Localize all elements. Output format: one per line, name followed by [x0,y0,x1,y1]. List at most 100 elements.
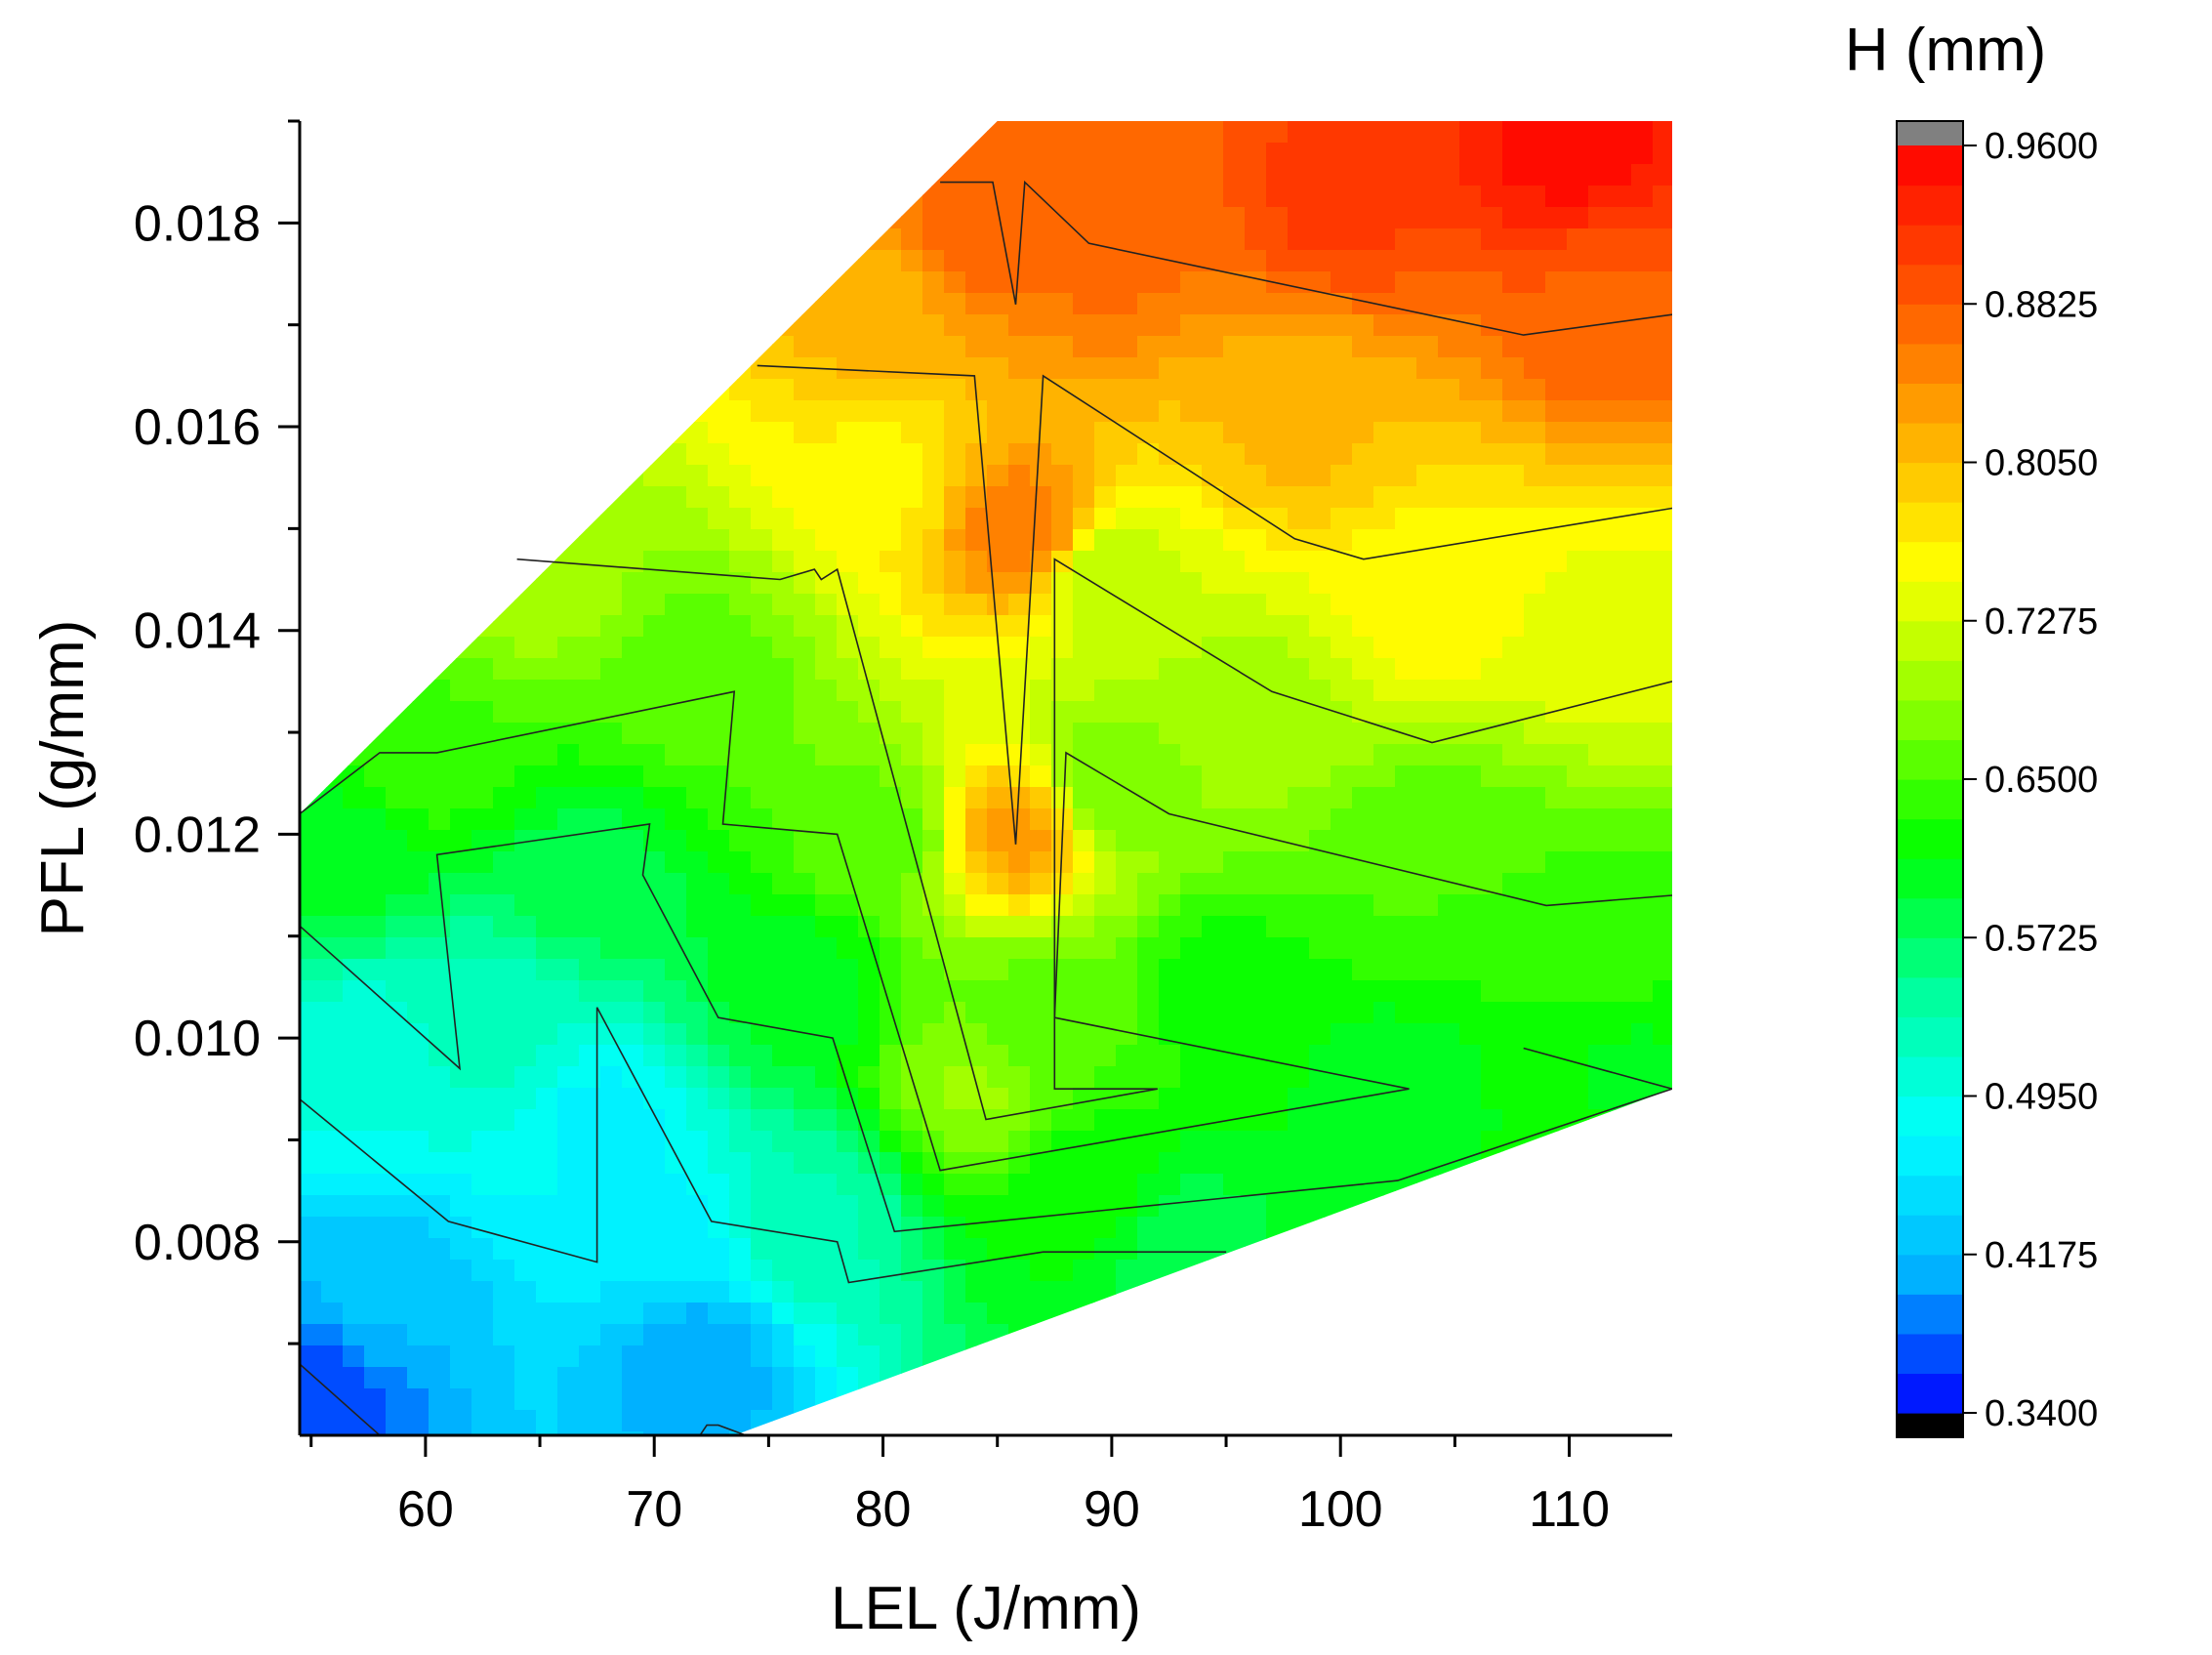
heatmap-cell [1373,830,1396,852]
heatmap-cell [579,873,601,895]
heatmap-cell [751,1324,773,1346]
heatmap-cell [922,594,945,616]
heatmap-cell [1438,916,1460,938]
heatmap-cell [579,680,601,702]
heatmap-cell [1094,594,1117,616]
heatmap-cell [901,787,923,809]
heatmap-cell [600,572,623,595]
heatmap-cell [922,422,945,444]
heatmap-cell [965,400,988,423]
heatmap-cell [1309,400,1331,423]
heatmap-cell [729,1152,752,1175]
heatmap-cell [1416,508,1439,530]
heatmap-cell [1245,465,1267,487]
heatmap-cell [815,873,838,895]
heatmap-cell [729,379,752,401]
heatmap-cell [321,916,344,938]
heatmap-cell [1309,1152,1331,1175]
heatmap-cell [600,637,623,659]
heatmap-cell [858,1131,881,1153]
heatmap-cell [579,1367,601,1389]
heatmap-cell [1588,443,1611,466]
heatmap-cell [1030,379,1052,401]
heatmap-cell [686,422,709,444]
heatmap-cell [1331,143,1353,165]
heatmap-cell [1202,937,1224,960]
heatmap-cell [1481,959,1503,981]
heatmap-cell [300,980,322,1003]
heatmap-cell [1373,186,1396,208]
heatmap-cell [1459,980,1482,1003]
heatmap-cell [901,1217,923,1239]
heatmap-cell [600,594,623,616]
heatmap-cell [1180,186,1203,208]
heatmap-cell [922,680,945,702]
heatmap-cell [514,1109,537,1132]
heatmap-cell [429,1195,451,1218]
heatmap-cell [1653,916,1672,938]
heatmap-cell [837,1195,859,1218]
heatmap-cell [1030,658,1052,681]
heatmap-cell [1653,228,1672,251]
heatmap-cell [1245,186,1267,208]
heatmap-cell [1416,1045,1439,1067]
heatmap-cell [794,658,816,681]
heatmap-cell [622,1174,644,1196]
heatmap-cell [858,1066,881,1089]
heatmap-cell [1524,658,1546,681]
heatmap-cell [1352,701,1374,724]
heatmap-cell [837,1131,859,1153]
heatmap-cell [729,1388,752,1411]
heatmap-cell [665,959,687,981]
heatmap-cell [729,486,752,509]
heatmap-cell [751,594,773,616]
heatmap-cell [1159,486,1181,509]
heatmap-cell [622,508,644,530]
heatmap-cell [622,1367,644,1389]
heatmap-cell [1438,937,1460,960]
heatmap-cell [1653,207,1672,229]
heatmap-cell [686,980,709,1003]
heatmap-cell [1567,701,1589,724]
heatmap-cell [1588,658,1611,681]
heatmap-cell [686,1238,709,1261]
heatmap-cell [987,937,1009,960]
heatmap-cell [407,959,430,981]
heatmap-cell [557,1238,580,1261]
heatmap-cell [858,336,881,358]
heatmap-cell [944,594,966,616]
heatmap-cell [1051,723,1074,745]
heatmap-cell [1545,207,1568,229]
heatmap-cell [386,1109,408,1132]
heatmap-cell [1395,271,1417,294]
heatmap-cell [1352,572,1374,595]
heatmap-cell [343,1088,365,1110]
heatmap-cell [1073,637,1095,659]
heatmap-cell [600,1195,623,1218]
heatmap-cell [686,508,709,530]
heatmap-cell [1610,400,1632,423]
heatmap-cell [1567,637,1589,659]
heatmap-cell [450,1023,472,1046]
heatmap-cell [1331,1109,1353,1132]
heatmap-cell [1481,1088,1503,1110]
colorbar-swatch [1897,739,1963,780]
heatmap-cell [1245,594,1267,616]
heatmap-cell [1416,271,1439,294]
heatmap-cell [1180,1045,1203,1067]
heatmap-cell [1631,808,1654,831]
heatmap-cell [579,894,601,917]
heatmap-cell [407,1088,430,1110]
heatmap-cell [1395,336,1417,358]
heatmap-cell [1137,787,1160,809]
heatmap-cell [364,1431,387,1435]
heatmap-cell [1416,1109,1439,1132]
heatmap-cell [643,1131,666,1153]
heatmap-cell [944,808,966,831]
heatmap-cell [729,873,752,895]
heatmap-cell [837,658,859,681]
heatmap-cell [1266,186,1289,208]
heatmap-cell [1116,1260,1138,1282]
heatmap-cell [1094,1260,1117,1282]
heatmap-cell [429,1303,451,1325]
